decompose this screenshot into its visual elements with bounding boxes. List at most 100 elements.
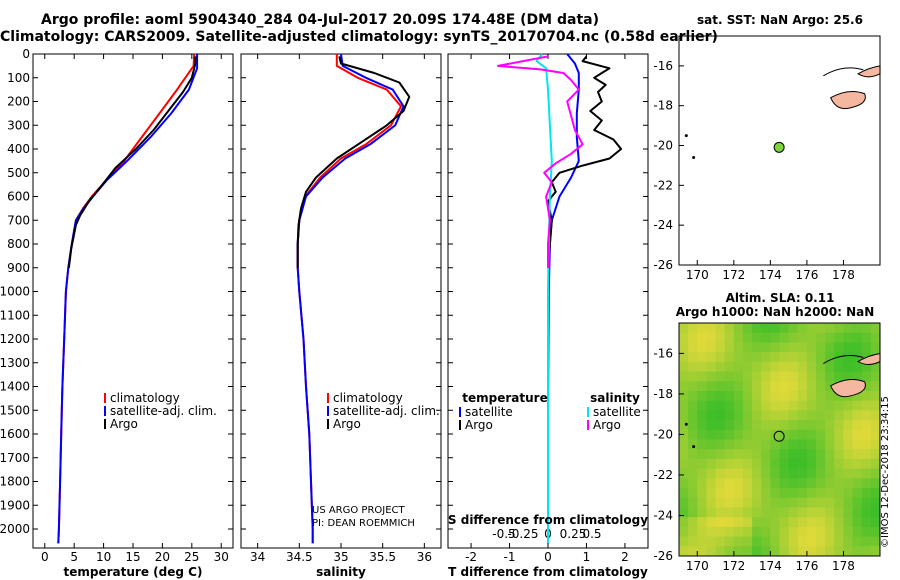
- sla-map-heat-cell: [861, 361, 872, 373]
- sla-map-heat-cell: [834, 332, 844, 343]
- differences-series-s-argo: [497, 55, 584, 268]
- sla-map-heat-cell: [779, 361, 790, 373]
- sla-map-heat-cell: [715, 488, 726, 499]
- sla-map-heat-cell: [706, 332, 717, 343]
- sla-map-heat-cell: [761, 546, 771, 557]
- sla-map-heat-cell: [706, 536, 717, 547]
- sla-map-heat-cell: [688, 536, 698, 547]
- sla-map-heat-cell: [679, 371, 689, 382]
- sst-map-ytick-label: -18: [653, 99, 673, 113]
- sla-map-heat-cell: [834, 371, 844, 382]
- sla-map-ytick-label: -20: [653, 427, 673, 441]
- sla-map-heat-cell: [752, 371, 762, 382]
- sla-map-heat-cell: [834, 323, 844, 334]
- temperature-ytick-label: 1600: [0, 427, 30, 441]
- sla-map-heat-cell: [825, 526, 835, 538]
- sla-map-heat-cell: [752, 507, 762, 518]
- sla-map-heat-cell: [825, 517, 835, 528]
- sla-map-heat-cell: [706, 381, 717, 392]
- sla-map-heat-cell: [706, 507, 717, 518]
- temperature-ytick-label: 1200: [0, 332, 30, 346]
- sla-map-heat-cell: [724, 517, 735, 528]
- sla-map-heat-cell: [788, 390, 799, 402]
- sla-map-heat-cell: [679, 488, 689, 499]
- sla-map-heat-cell: [733, 458, 744, 470]
- sla-map-heat-cell: [679, 497, 689, 508]
- sla-map-heat-cell: [770, 342, 780, 353]
- sla-map-heat-cell: [816, 420, 826, 431]
- temperature-xtick-label: 0: [41, 550, 49, 564]
- sst-map-ytick-label: -22: [653, 178, 673, 192]
- sla-map-heat-cell: [843, 323, 854, 334]
- sla-map-heat-cell: [816, 371, 826, 382]
- sla-map-heat-cell: [697, 332, 707, 343]
- sla-map-heat-cell: [806, 546, 817, 557]
- temperature-xlabel: temperature (deg C): [64, 565, 203, 579]
- sla-map-heat-cell: [724, 488, 735, 499]
- sla-map-heat-cell: [706, 420, 717, 431]
- sla-map-heat-cell: [843, 361, 854, 373]
- sla-map-heat-cell: [742, 458, 753, 470]
- sla-map-heat-cell: [761, 478, 771, 489]
- sla-map-heat-cell: [834, 526, 844, 538]
- temperature-xtick-label: 25: [184, 550, 199, 564]
- sla-map-heat-cell: [788, 458, 799, 470]
- sla-map-heat-cell: [797, 536, 808, 547]
- sst-map-title: sat. SST: NaN Argo: 25.6: [697, 13, 863, 27]
- sla-map-heat-cell: [779, 517, 790, 528]
- sla-map-heat-cell: [697, 488, 707, 499]
- sla-map-heat-cell: [834, 488, 844, 499]
- sla-map-heat-cell: [761, 352, 771, 363]
- sst-map-frame: [678, 35, 881, 266]
- sla-map-heat-cell: [852, 526, 863, 538]
- sla-map-heat-cell: [724, 478, 735, 489]
- sla-map-heat-cell: [806, 381, 817, 392]
- sla-map-heat-cell: [852, 517, 863, 528]
- sla-map-heat-cell: [733, 429, 744, 440]
- sla-map-heat-cell: [797, 439, 808, 450]
- sst-map-island-viti-levu: [830, 90, 866, 110]
- sla-map-heat-cell: [797, 507, 808, 518]
- differences-s-legend-label: satellite: [593, 405, 641, 419]
- sla-map-heat-cell: [816, 410, 826, 421]
- temperature-ytick-label: 200: [7, 95, 30, 109]
- sla-map-heat-cell: [761, 410, 771, 421]
- sla-map-heat-cell: [770, 478, 780, 489]
- sla-map-heat-cell: [788, 342, 799, 353]
- sla-map-heat-cell: [806, 458, 817, 470]
- sla-map-heat-cell: [761, 468, 771, 479]
- sst-map-xtick-label: 176: [795, 268, 818, 282]
- sla-map-heat-cell: [752, 439, 762, 450]
- sla-map-heat-cell: [733, 449, 744, 460]
- sla-map-heat-cell: [788, 478, 799, 489]
- sla-map-heat-cell: [834, 342, 844, 353]
- sla-map-heat-cell: [806, 536, 817, 547]
- sla-map-heat-cell: [861, 536, 872, 547]
- sla-map-heat-cell: [679, 536, 689, 547]
- sla-map-heat-cell: [715, 429, 726, 440]
- sla-map-heat-cell: [742, 361, 753, 373]
- sla-map-heat-cell: [797, 458, 808, 470]
- differences-sdiff-tick-label: -0.5: [492, 527, 515, 541]
- sla-map-heat-cell: [834, 458, 844, 470]
- sla-map-heat-cell: [834, 478, 844, 489]
- sla-map-heat-cell: [697, 526, 707, 538]
- sla-map-heat-cell: [724, 390, 735, 402]
- sla-map-heat-cell: [806, 517, 817, 528]
- sla-map-heat-cell: [715, 390, 726, 402]
- sla-map-heat-cell: [870, 449, 881, 460]
- sla-map-heat-cell: [834, 429, 844, 440]
- sla-map-heat-cell: [770, 449, 780, 460]
- sla-map-heat-cell: [816, 517, 826, 528]
- sla-map-heat-cell: [806, 468, 817, 479]
- sla-map-heat-cell: [742, 478, 753, 489]
- sla-map-heat-cell: [706, 497, 717, 508]
- sla-map-heat-cell: [861, 400, 872, 411]
- sla-map-heat-cell: [697, 400, 707, 411]
- sla-map-heat-cell: [679, 342, 689, 353]
- sla-map-heat-cell: [761, 488, 771, 499]
- sla-map-heat-cell: [861, 420, 872, 431]
- sla-map-heat-cell: [852, 507, 863, 518]
- differences-xtick-label: 2: [621, 550, 629, 564]
- sla-map-heat-cell: [797, 410, 808, 421]
